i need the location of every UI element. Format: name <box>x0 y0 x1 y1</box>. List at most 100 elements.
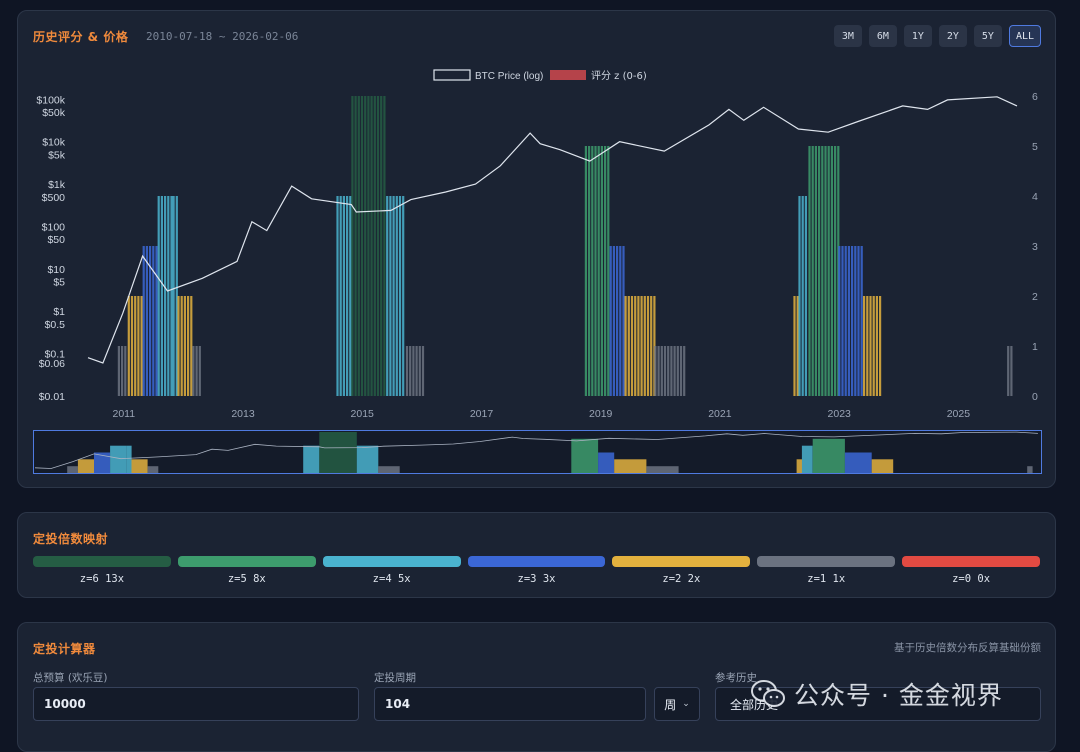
score-bar <box>657 346 660 396</box>
score-bar <box>834 146 837 396</box>
y-left-tick-label: $0.01 <box>39 391 65 403</box>
y-left-tick-label: $0.06 <box>39 358 65 370</box>
score-bar <box>622 246 625 396</box>
range-button-all[interactable]: ALL <box>1008 25 1041 47</box>
mapping-color-bar <box>902 556 1041 567</box>
score-bar <box>183 296 186 396</box>
score-bar <box>152 246 155 396</box>
range-button-2y[interactable]: 2Y <box>938 25 967 47</box>
navigator-score-bar <box>801 445 813 473</box>
x-tick-label: 2011 <box>113 408 136 420</box>
score-bar <box>402 196 405 396</box>
budget-input[interactable]: 10000 <box>33 687 359 721</box>
score-bar <box>418 346 421 396</box>
mapping-label: z=2 2x <box>662 573 701 585</box>
mapping-legend: z=6 13x z=5 8x z=4 5x z=3 3x z=2 2x z=1 1x z=0… <box>33 556 1041 585</box>
legend-label-score: 评分 z (0-6) <box>591 70 647 82</box>
score-bar <box>612 246 615 396</box>
y-left-tick-label: $1k <box>48 179 66 191</box>
score-bar <box>137 296 140 396</box>
score-bar <box>600 146 603 396</box>
range-button-3m[interactable]: 3M <box>833 25 862 47</box>
mapping-label: z=5 8x <box>227 573 266 585</box>
score-bar <box>386 196 389 396</box>
period-unit-select[interactable]: 周 ⌄ <box>654 687 700 721</box>
mapping-title: 定投倍数映射 <box>33 532 109 546</box>
navigator-score-bar <box>110 445 127 473</box>
periods-input[interactable]: 104 <box>374 687 646 721</box>
score-bar <box>389 196 392 396</box>
score-bar <box>591 146 594 396</box>
navigator-score-bar <box>67 466 78 473</box>
score-bar <box>627 296 630 396</box>
score-bar <box>643 296 646 396</box>
score-bar <box>830 146 833 396</box>
y-left-tick-label: $5 <box>53 277 65 289</box>
score-bar <box>597 146 600 396</box>
mapping-color-bar <box>33 556 171 567</box>
score-bar <box>190 296 193 396</box>
y-right-tick-label: 0 <box>1032 391 1038 403</box>
score-bar <box>121 346 124 396</box>
score-bar <box>145 246 148 396</box>
calculator-title: 定投计算器 <box>33 642 96 656</box>
score-bar <box>646 296 650 396</box>
range-navigator[interactable] <box>33 430 1043 475</box>
score-bar <box>187 296 190 396</box>
score-bar <box>654 346 657 396</box>
range-button-6m[interactable]: 6M <box>868 25 897 47</box>
mapping-item: z=3 3x <box>467 556 606 585</box>
score-bar <box>683 346 686 396</box>
score-bar <box>811 146 814 396</box>
y-left-tick-label: $1 <box>53 306 65 318</box>
y-right-tick-label: 5 <box>1032 141 1038 153</box>
history-chart: $100k$50k$10k$5k$1k$500$100$50$10$5$1$0.… <box>36 69 1038 420</box>
score-bar <box>175 196 178 396</box>
score-bar <box>164 196 167 396</box>
score-bar <box>594 146 597 396</box>
score-bar <box>346 196 349 396</box>
navigator-score-bar <box>94 452 111 473</box>
navigator-score-bar <box>319 432 357 473</box>
period-unit-value: 周 <box>664 697 677 712</box>
navigator-score-bar <box>356 445 379 473</box>
score-bar <box>866 296 869 396</box>
y-right-tick-label: 6 <box>1032 91 1038 103</box>
y-left-tick-label: $100 <box>42 222 66 234</box>
range-button-5y[interactable]: 5Y <box>973 25 1002 47</box>
score-bar <box>192 346 195 396</box>
x-tick-label: 2025 <box>947 408 971 420</box>
range-button-1y[interactable]: 1Y <box>903 25 932 47</box>
budget-value: 10000 <box>44 697 86 711</box>
score-bar <box>409 346 412 396</box>
score-bar <box>351 96 354 396</box>
y-right-tick-label: 4 <box>1032 191 1038 203</box>
score-bar <box>370 96 373 396</box>
score-bar <box>827 146 830 396</box>
score-bar <box>863 296 866 396</box>
score-bar <box>808 146 811 396</box>
score-bar <box>167 196 170 396</box>
score-bar <box>157 196 160 396</box>
score-bar <box>814 146 817 396</box>
score-bar <box>869 296 872 396</box>
x-tick-label: 2017 <box>470 408 494 420</box>
score-bar <box>198 346 201 396</box>
score-bar <box>380 96 383 396</box>
mapping-color-bar <box>612 556 751 567</box>
score-bar <box>818 146 821 396</box>
wechat-icon <box>751 680 785 707</box>
score-bar <box>607 146 610 396</box>
navigator-score-bar <box>131 459 148 473</box>
score-bar <box>177 296 180 396</box>
score-bar <box>339 196 342 396</box>
mapping-item: z=1 1x <box>757 556 896 585</box>
legend-swatch-score <box>550 70 586 80</box>
score-bar <box>619 246 622 396</box>
watermark: 公众号 · 金金视界 <box>750 676 1003 712</box>
navigator-score-bar <box>303 445 320 473</box>
score-bar <box>354 96 357 396</box>
navigator-score-bar <box>844 452 872 473</box>
score-bar <box>336 196 339 396</box>
mapping-label: z=0 0x <box>952 573 991 585</box>
